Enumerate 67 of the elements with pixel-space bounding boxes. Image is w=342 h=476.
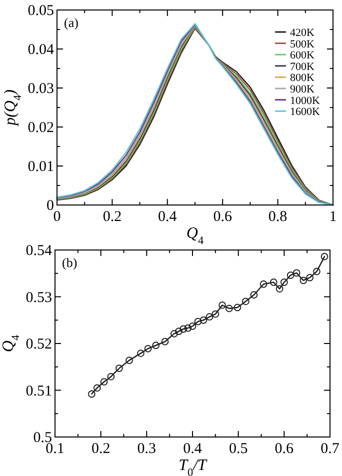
x-tick-label: 0.4 <box>158 209 178 225</box>
legend-label: 800K <box>290 72 314 84</box>
y-tick-label: 0.53 <box>26 290 52 306</box>
legend-label: 1600K <box>290 106 320 118</box>
point <box>206 313 214 321</box>
point <box>188 322 196 330</box>
legend-label: 600K <box>290 50 314 62</box>
point <box>306 274 314 282</box>
point <box>100 378 108 386</box>
point <box>212 310 220 318</box>
legend-label: 1000K <box>290 94 320 107</box>
point <box>137 350 144 358</box>
x-tick-label: 0.4 <box>183 441 202 457</box>
point <box>292 269 300 277</box>
point <box>180 325 188 333</box>
annotation: (b) <box>62 255 78 270</box>
y-tick-label: 0.02 <box>28 120 54 136</box>
legend-label: 700K <box>290 60 314 73</box>
annotation: (a) <box>64 15 78 30</box>
x-axis-title: T$_{0}$/T <box>178 457 208 476</box>
legend-label: 900K <box>290 84 314 96</box>
x-tick-label: 0.7 <box>320 441 340 457</box>
y-tick-label: 0.03 <box>28 81 54 97</box>
legend-label: 500K <box>290 38 314 50</box>
y-tick-label: 0.52 <box>26 336 52 352</box>
legend-label: 420K <box>290 27 314 39</box>
point <box>250 291 258 299</box>
x-tick-label: 0.6 <box>274 441 294 457</box>
y-tick-label: 0.01 <box>28 159 54 175</box>
point <box>242 298 250 306</box>
point <box>320 252 328 260</box>
y-tick-label: 0 <box>46 198 54 214</box>
point <box>170 330 178 338</box>
y-tick-label: 0.04 <box>28 42 54 58</box>
x-tick-label: 0.5 <box>228 441 248 457</box>
point <box>286 272 294 279</box>
x-tick-label: 0.8 <box>268 209 288 225</box>
point <box>161 338 169 346</box>
point <box>218 301 226 309</box>
x-tick-label: 1 <box>329 209 337 225</box>
point <box>152 342 160 350</box>
y-tick-label: 0.54 <box>26 243 52 259</box>
point <box>276 285 284 292</box>
x-axis-title: Q$_{4}$ <box>186 225 204 247</box>
point <box>234 304 242 312</box>
point <box>313 268 320 276</box>
x-tick-label: 0.6 <box>213 209 232 225</box>
point <box>175 328 182 336</box>
y-tick-label: 0.51 <box>26 383 52 400</box>
point <box>184 324 192 332</box>
x-tick-label: 0.3 <box>137 441 156 457</box>
point <box>88 390 96 398</box>
point <box>93 384 101 392</box>
point <box>280 278 288 286</box>
point <box>126 356 133 364</box>
point <box>200 316 208 324</box>
x-tick-label: 0.2 <box>91 441 110 457</box>
y-tick-label: 0.05 <box>28 3 54 19</box>
point <box>144 344 152 352</box>
point <box>225 304 233 312</box>
point <box>194 318 202 326</box>
point <box>270 278 278 286</box>
point <box>115 364 123 372</box>
point <box>107 372 115 380</box>
point <box>260 280 268 288</box>
point <box>300 276 308 284</box>
x-tick-label: 0.2 <box>102 209 122 225</box>
